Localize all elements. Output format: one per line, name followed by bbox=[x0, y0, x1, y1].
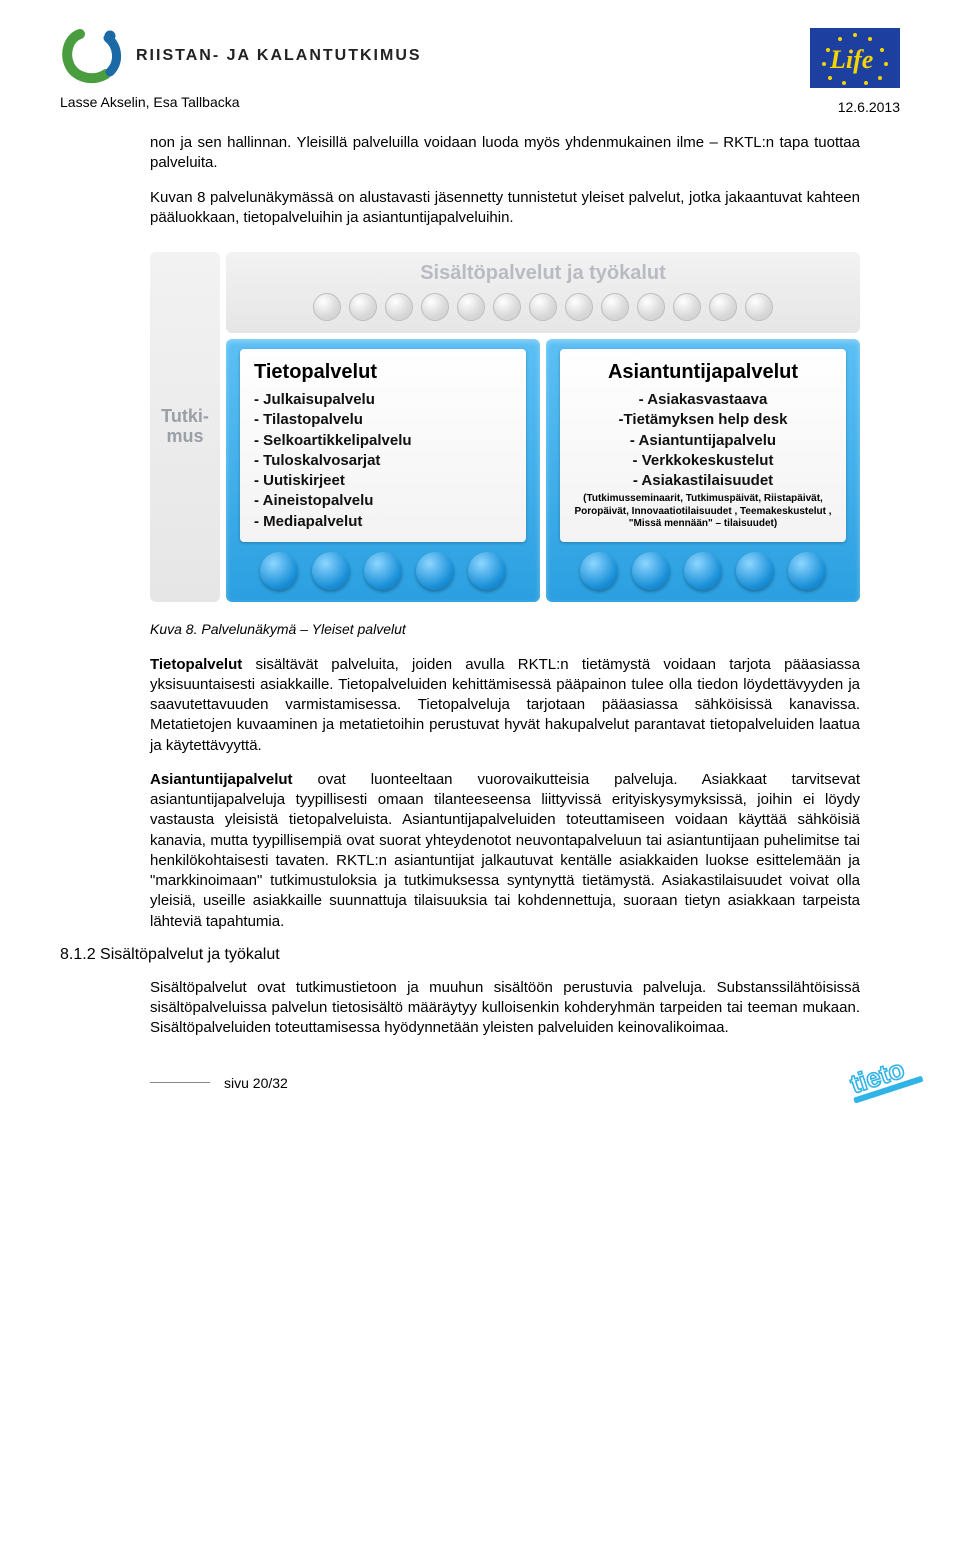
authors-line: Lasse Akselin, Esa Tallbacka bbox=[60, 94, 422, 110]
paragraph-2: Kuvan 8 palvelunäkymässä on alustavasti … bbox=[150, 188, 860, 229]
org-logo-block: RIISTAN- JA KALANTUTKIMUS bbox=[60, 28, 422, 84]
document-date: 12.6.2013 bbox=[810, 99, 900, 115]
diagram-left-label: Tutki- mus bbox=[150, 252, 220, 602]
paragraph-4: Asiantuntijapalvelut ovat luonteeltaan v… bbox=[150, 770, 860, 932]
paragraph-intro: non ja sen hallinnan. Yleisillä palvelui… bbox=[150, 133, 860, 174]
blue-dot-icon bbox=[364, 552, 402, 590]
svg-text:Life: Life bbox=[829, 45, 873, 74]
blue-dot-icon bbox=[312, 552, 350, 590]
footer-rule bbox=[150, 1082, 210, 1083]
blue-dot-icon bbox=[684, 552, 722, 590]
list-item: - Uutiskirjeet bbox=[254, 471, 512, 491]
rktl-logo-icon bbox=[60, 28, 124, 84]
page-number: sivu 20/32 bbox=[224, 1075, 288, 1091]
diagram-top-bar: Sisältöpalvelut ja työkalut bbox=[226, 252, 860, 333]
grey-dot-icon bbox=[565, 293, 593, 321]
right-panel-title: Asiantuntijapalvelut bbox=[574, 359, 832, 386]
grey-dot-icon bbox=[709, 293, 737, 321]
blue-dot-icon bbox=[736, 552, 774, 590]
list-item: -Tietämyksen help desk bbox=[574, 410, 832, 430]
blue-dot-icon bbox=[416, 552, 454, 590]
blue-dot-icon bbox=[580, 552, 618, 590]
page-footer: sivu 20/32 bbox=[150, 1075, 900, 1091]
list-item: - Aineistopalvelu bbox=[254, 491, 512, 511]
left-panel-title: Tietopalvelut bbox=[254, 359, 512, 386]
figure-caption: Kuva 8. Palvelunäkymä – Yleiset palvelut bbox=[150, 620, 860, 639]
list-item: - Verkkokeskustelut bbox=[574, 451, 832, 471]
bold-tietopalvelut: Tietopalvelut bbox=[150, 656, 242, 673]
list-item: - Asiantuntijapalvelu bbox=[574, 431, 832, 451]
list-item: - Julkaisupalvelu bbox=[254, 390, 512, 410]
grey-dot-icon bbox=[457, 293, 485, 321]
blue-dot-icon bbox=[788, 552, 826, 590]
page-header: RIISTAN- JA KALANTUTKIMUS Lasse Akselin,… bbox=[60, 28, 900, 115]
grey-dot-icon bbox=[349, 293, 377, 321]
grey-dot-icon bbox=[493, 293, 521, 321]
list-item: - Mediapalvelut bbox=[254, 512, 512, 532]
grey-dot-icon bbox=[313, 293, 341, 321]
diagram-top-dots bbox=[238, 293, 848, 321]
right-panel-list: - Asiakasvastaava-Tietämyksen help desk-… bbox=[574, 390, 832, 491]
right-panel-subnote: (Tutkimusseminaarit, Tutkimuspäivät, Rii… bbox=[574, 493, 832, 531]
list-item: - Selkoartikkelipalvelu bbox=[254, 431, 512, 451]
section-heading: 8.1.2 Sisältöpalvelut ja työkalut bbox=[60, 946, 900, 964]
grey-dot-icon bbox=[385, 293, 413, 321]
paragraph-3: Tietopalvelut sisältävät palveluita, joi… bbox=[150, 655, 860, 756]
grey-dot-icon bbox=[673, 293, 701, 321]
life-logo-icon: Life bbox=[810, 28, 900, 88]
list-item: - Tilastopalvelu bbox=[254, 410, 512, 430]
list-item: - Asiakasvastaava bbox=[574, 390, 832, 410]
left-panel-dots bbox=[240, 552, 526, 590]
diagram-right-panel: Asiantuntijapalvelut - Asiakasvastaava-T… bbox=[546, 339, 860, 602]
blue-dot-icon bbox=[260, 552, 298, 590]
diagram-left-panel: Tietopalvelut - Julkaisupalvelu- Tilasto… bbox=[226, 339, 540, 602]
grey-dot-icon bbox=[637, 293, 665, 321]
figure-8-diagram: Tutki- mus Sisältöpalvelut ja työkalut T… bbox=[150, 252, 860, 602]
bold-asiantuntija: Asiantuntijapalvelut bbox=[150, 771, 293, 788]
blue-dot-icon bbox=[632, 552, 670, 590]
left-panel-list: - Julkaisupalvelu- Tilastopalvelu- Selko… bbox=[254, 390, 512, 532]
right-panel-dots bbox=[560, 552, 846, 590]
list-item: - Tuloskalvosarjat bbox=[254, 451, 512, 471]
grey-dot-icon bbox=[745, 293, 773, 321]
list-item: - Asiakastilaisuudet bbox=[574, 471, 832, 491]
paragraph-5: Sisältöpalvelut ovat tutkimustietoon ja … bbox=[150, 978, 860, 1039]
grey-dot-icon bbox=[529, 293, 557, 321]
org-name: RIISTAN- JA KALANTUTKIMUS bbox=[136, 47, 422, 65]
diagram-top-title: Sisältöpalvelut ja työkalut bbox=[238, 260, 848, 287]
grey-dot-icon bbox=[601, 293, 629, 321]
tieto-logo-icon: tieto bbox=[840, 1041, 930, 1111]
blue-dot-icon bbox=[468, 552, 506, 590]
grey-dot-icon bbox=[421, 293, 449, 321]
